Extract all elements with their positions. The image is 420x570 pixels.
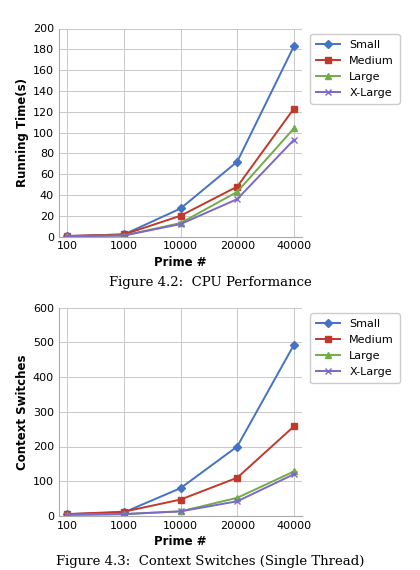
Large: [121, 511, 126, 518]
Medium: [65, 233, 70, 239]
Medium: [65, 511, 70, 518]
Small: [235, 443, 240, 450]
Small: [235, 158, 240, 165]
Medium: [121, 508, 126, 515]
Medium: [178, 496, 183, 503]
Small: [65, 511, 70, 518]
Text: Figure 4.3:  Context Switches (Single Thread): Figure 4.3: Context Switches (Single Thr…: [56, 555, 364, 568]
X-Large: [291, 136, 297, 143]
Large: [65, 233, 70, 239]
Small: [65, 233, 70, 239]
X-Large: [235, 498, 240, 504]
Medium: [291, 105, 297, 112]
Large: [235, 494, 240, 501]
X-Large: [178, 508, 183, 515]
Small: [291, 341, 297, 348]
X-Large: [121, 511, 126, 518]
Medium: [178, 212, 183, 219]
Line: Large: Large: [64, 469, 297, 518]
Line: X-Large: X-Large: [64, 137, 297, 239]
Large: [291, 125, 297, 132]
Small: [121, 509, 126, 516]
Medium: [291, 423, 297, 430]
Line: X-Large: X-Large: [64, 471, 297, 518]
X-Large: [235, 196, 240, 202]
X-Large: [178, 221, 183, 227]
Text: Figure 4.2:  CPU Performance: Figure 4.2: CPU Performance: [109, 276, 311, 288]
Large: [178, 508, 183, 515]
Large: [178, 219, 183, 226]
X-Large: [65, 511, 70, 518]
Line: Small: Small: [64, 342, 297, 517]
Line: Large: Large: [64, 125, 297, 239]
Small: [121, 231, 126, 238]
Medium: [235, 474, 240, 481]
Line: Medium: Medium: [64, 424, 297, 517]
Large: [121, 232, 126, 239]
X-Large: [65, 233, 70, 239]
X-axis label: Prime #: Prime #: [155, 255, 207, 268]
Medium: [121, 231, 126, 238]
Small: [178, 484, 183, 491]
Small: [291, 43, 297, 50]
Small: [178, 205, 183, 212]
Large: [65, 511, 70, 518]
Medium: [235, 183, 240, 190]
X-axis label: Prime #: Prime #: [155, 535, 207, 548]
Line: Small: Small: [64, 43, 297, 239]
Y-axis label: Running Time(s): Running Time(s): [16, 78, 29, 187]
X-Large: [121, 232, 126, 239]
Line: Medium: Medium: [64, 105, 297, 239]
Y-axis label: Context Switches: Context Switches: [16, 354, 29, 470]
X-Large: [291, 471, 297, 478]
Large: [291, 468, 297, 475]
Large: [235, 189, 240, 196]
Legend: Small, Medium, Large, X-Large: Small, Medium, Large, X-Large: [310, 34, 399, 104]
Legend: Small, Medium, Large, X-Large: Small, Medium, Large, X-Large: [310, 314, 399, 383]
